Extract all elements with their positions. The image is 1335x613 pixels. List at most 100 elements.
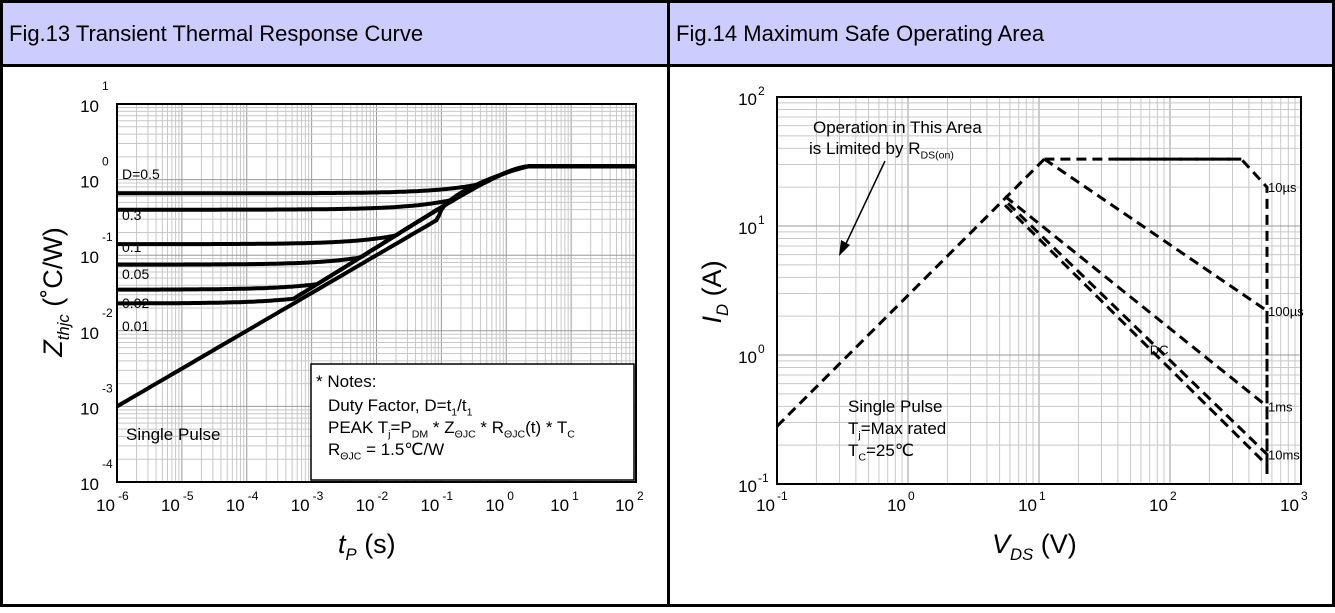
- x-tick-label: 10 2: [1149, 489, 1177, 515]
- x-tick-label: 10 0: [887, 489, 915, 515]
- tick-exponent: -4: [102, 457, 113, 471]
- y-tick-label: 100: [80, 155, 109, 192]
- tick-exponent: -4: [248, 489, 259, 503]
- tick-exponent: -2: [102, 306, 113, 320]
- x-tick-label: 10 0: [485, 489, 514, 515]
- tick-exponent: -3: [313, 489, 324, 503]
- series-label: 0.02: [122, 295, 149, 311]
- plot-frame: [116, 103, 637, 483]
- tick-exponent: 0: [758, 342, 765, 356]
- x-tick-label: 10 -1: [420, 489, 453, 515]
- tick-base: 10: [80, 248, 99, 267]
- series-label: 1ms: [1268, 399, 1293, 414]
- tick-exponent: -6: [118, 489, 129, 503]
- x-tick-label: 10 -2: [356, 489, 389, 515]
- x-tick-label: 10 -4: [226, 489, 259, 515]
- series-label: DC: [1150, 343, 1169, 358]
- tick-base: 10: [1149, 496, 1168, 515]
- y-axis-label: Zthjc (˚C/W): [38, 227, 73, 358]
- notes-frame: [310, 363, 635, 481]
- chart-title: Fig.13 Transient Thermal Response Curve: [9, 21, 424, 46]
- series-label: 0.05: [122, 266, 149, 282]
- tick-exponent: 1: [758, 213, 765, 227]
- tick-base: 10: [80, 173, 99, 192]
- y-tick-label: 10-3: [80, 381, 113, 418]
- rds-limit-line: [775, 158, 1046, 428]
- x-axis-label: VDS (V): [992, 529, 1077, 564]
- plot-frame: [776, 96, 1302, 485]
- tick-base: 10: [887, 496, 906, 515]
- tick-exponent: -1: [758, 471, 769, 485]
- notes-title: * Notes:: [316, 372, 376, 391]
- condition-line: Tj=Max rated: [848, 419, 946, 441]
- x-tick-label: 10 -5: [161, 489, 194, 515]
- condition-line: TC=25℃: [848, 441, 914, 463]
- series-label: D=0.5: [122, 166, 160, 182]
- tick-exponent: 2: [637, 489, 644, 503]
- x-tick-label: 10 -3: [291, 489, 324, 515]
- tick-exponent: 0: [908, 489, 915, 503]
- tick-base: 10: [1280, 496, 1299, 515]
- notes-line: RΘJC = 1.5℃/W: [328, 440, 444, 462]
- tick-exponent: -2: [378, 489, 389, 503]
- annotation-line: Operation in This Area: [813, 118, 982, 137]
- series-label: 10ms: [1268, 447, 1300, 462]
- tick-exponent: 3: [1301, 489, 1308, 503]
- tick-base: 10: [356, 496, 375, 515]
- tick-base: 10: [756, 496, 775, 515]
- series-line: [116, 164, 636, 409]
- x-tick-label: 10 -6: [96, 489, 129, 515]
- panel-header: Fig.14 Maximum Safe Operating Area: [670, 3, 1332, 67]
- tick-exponent: -1: [777, 489, 788, 503]
- panel-header: Fig.13 Transient Thermal Response Curve: [3, 3, 667, 67]
- series-label: 0.1: [122, 239, 142, 255]
- tick-base: 10: [161, 496, 180, 515]
- tick-base: 10: [485, 496, 504, 515]
- x-tick-label: 10 3: [1280, 489, 1308, 515]
- tick-exponent: -5: [183, 489, 194, 503]
- tick-exponent: 1: [102, 79, 109, 93]
- tick-base: 10: [226, 496, 245, 515]
- tick-exponent: -1: [102, 230, 113, 244]
- tick-base: 10: [80, 324, 99, 343]
- series-label: 0.3: [122, 207, 142, 223]
- tick-base: 10: [96, 496, 115, 515]
- annotation-line: is Limited by RDS(on): [809, 139, 954, 161]
- series-label: 0.01: [122, 318, 149, 334]
- x-tick-label: 10 -1: [756, 489, 788, 515]
- tick-base: 10: [738, 90, 757, 109]
- series-label: 100µs: [1268, 304, 1304, 319]
- tick-base: 10: [291, 496, 310, 515]
- x-tick-label: 10 1: [1018, 489, 1046, 515]
- tick-exponent: -3: [102, 381, 113, 395]
- chart-transient-thermal: 10 -6 10 -5 10 -4 10 -3 10 -2 10 -1 10 0 10 1 10 21011001…: [38, 79, 644, 564]
- y-axis-label: ID (A): [697, 260, 732, 323]
- arrow-head: [839, 240, 850, 256]
- condition-line: Single Pulse: [848, 397, 943, 416]
- tick-base: 10: [80, 475, 99, 494]
- tick-exponent: 2: [758, 84, 765, 98]
- tick-exponent: 1: [1039, 489, 1046, 503]
- tick-exponent: 0: [102, 155, 109, 169]
- arrow-shaft: [842, 160, 886, 251]
- y-tick-label: 10-2: [80, 306, 113, 343]
- tick-base: 10: [80, 399, 99, 418]
- series-label: 10µs: [1268, 180, 1297, 195]
- y-tick-label: 10 2: [738, 84, 765, 109]
- notes-line: PEAK Tj=PDM * ZΘJC * RΘJC(t) * TC: [328, 418, 575, 440]
- series-line: [1006, 202, 1269, 474]
- tick-base: 10: [738, 219, 757, 238]
- tick-base: 10: [80, 97, 99, 116]
- x-tick-label: 10 2: [615, 489, 644, 515]
- tick-base: 10: [615, 496, 634, 515]
- y-tick-label: 10-1: [738, 471, 769, 496]
- y-tick-label: 101: [80, 79, 109, 116]
- panel-transient-thermal: Fig.13 Transient Thermal Response Curve: [0, 0, 670, 607]
- series-label: Single Pulse: [126, 425, 221, 444]
- tick-base: 10: [738, 477, 757, 496]
